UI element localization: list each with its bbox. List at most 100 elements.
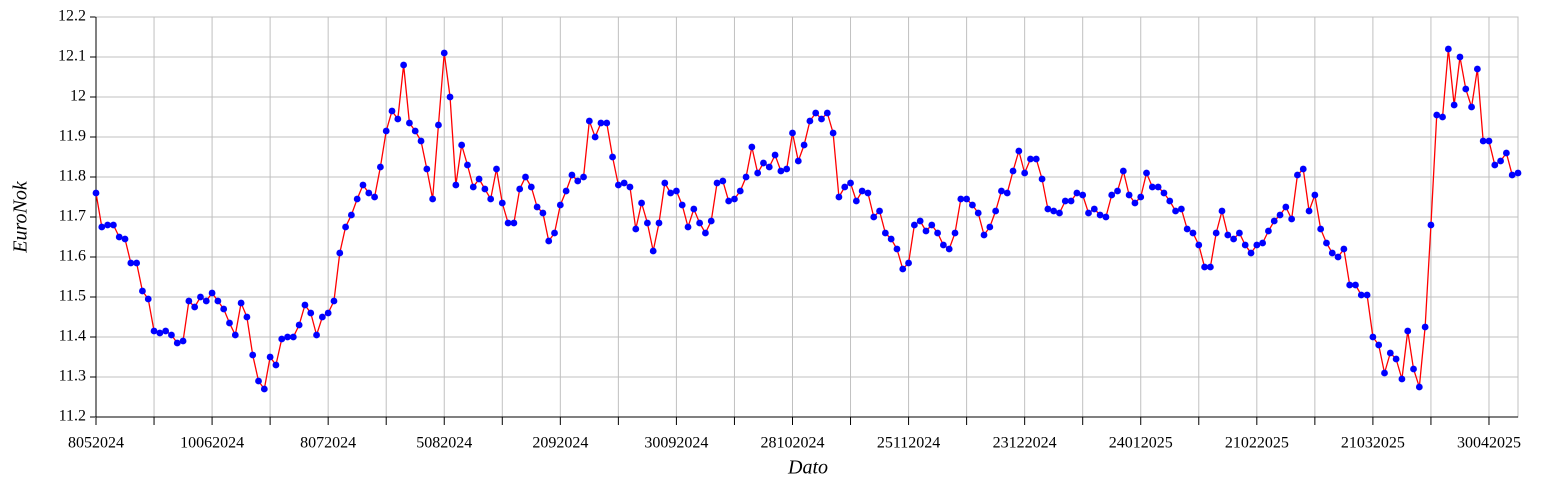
data-point [1241,241,1249,249]
data-point [777,167,785,175]
data-point [1473,65,1481,73]
data-point [1131,199,1139,207]
data-point [98,223,106,231]
data-point [1404,327,1412,335]
data-point [371,193,378,201]
data-point [986,223,994,231]
data-point [162,327,170,335]
data-point [1433,111,1441,119]
y-tick-label: 11.8 [59,168,86,185]
data-point [347,211,355,219]
data-point [1288,215,1296,223]
data-point [388,107,396,115]
data-point [1027,155,1034,163]
data-point [1212,229,1220,237]
data-point [678,201,686,209]
data-point [1334,253,1342,261]
data-point [928,221,936,229]
data-point [852,197,860,205]
data-point [1073,189,1081,197]
data-point [963,195,971,203]
data-point [893,245,901,253]
y-tick-label: 12 [70,88,86,105]
data-point [377,163,384,171]
data-point [1265,227,1272,235]
x-tick-label: 8072024 [300,435,356,452]
data-point [1177,205,1185,213]
y-tick-label: 11.2 [59,408,86,425]
data-point [603,119,611,127]
data-point [835,193,843,201]
data-point [1079,191,1087,199]
data-point [1114,187,1121,195]
data-point [1247,249,1255,257]
data-point [1282,203,1290,211]
data-point [655,219,663,227]
data-point [858,187,866,195]
data-point [1485,137,1493,145]
data-point [974,209,982,217]
data-point [115,233,123,241]
data-point [626,183,634,191]
data-point [110,221,117,229]
data-point [214,297,222,305]
data-point [580,173,587,181]
data-point [313,331,320,339]
data-point [1102,213,1110,221]
data-point [1491,161,1499,169]
data-point [702,229,709,237]
data-point [417,137,425,145]
data-point [1201,263,1208,271]
data-point [1143,169,1150,177]
data-point [998,187,1005,195]
data-point [458,141,466,149]
data-point [887,235,895,243]
data-point [440,49,448,57]
data-point [1305,207,1313,215]
data-point [876,207,883,215]
data-point [394,115,402,123]
data-point [765,163,773,171]
data-point [1119,167,1127,175]
data-point [1392,355,1400,363]
data-point [1299,165,1307,173]
data-point [1050,207,1058,215]
x-axis-title: Dato [787,457,828,479]
data-point [243,313,251,321]
data-point [870,213,878,221]
data-point [249,351,257,359]
data-point [673,187,680,195]
data-point [1090,205,1098,213]
data-point [318,313,326,321]
data-point [498,199,506,207]
data-point [620,179,628,187]
data-point [1328,249,1336,257]
data-point [1479,137,1487,145]
data-point [922,227,930,235]
data-point [382,127,390,135]
y-tick-label: 11.6 [59,248,86,265]
data-point [121,235,129,243]
data-point [1317,225,1325,233]
data-point [1346,281,1354,289]
data-point [690,205,698,213]
data-point [1363,291,1371,299]
data-point [1415,383,1423,391]
data-point [1044,205,1052,213]
data-point [713,179,721,187]
data-point [324,309,332,317]
data-point [585,117,593,125]
data-point [307,309,315,317]
data-point [614,181,622,189]
data-point [435,121,442,129]
data-point [1323,239,1330,247]
data-point [957,195,965,203]
x-tick-label: 30042025 [1457,435,1521,452]
data-point [841,183,849,191]
data-point [1154,183,1162,191]
data-point [731,195,738,203]
data-point [789,129,796,137]
data-point [1427,221,1435,229]
data-point [1096,211,1104,219]
